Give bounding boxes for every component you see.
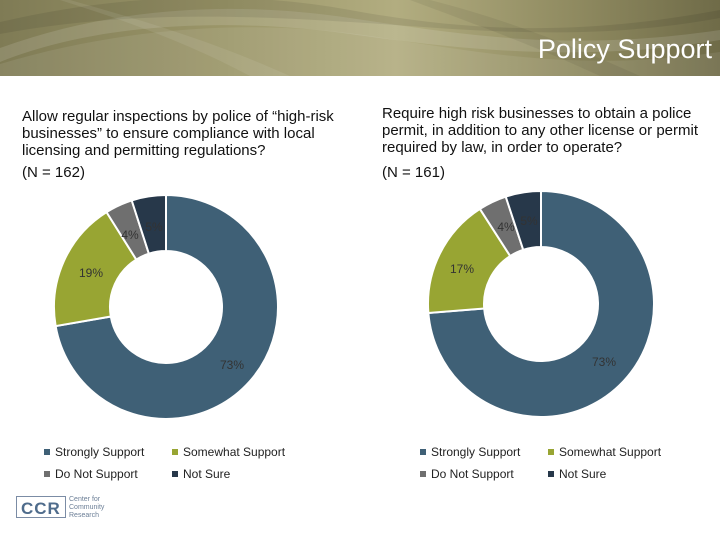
donut-slice-somewhat-support <box>53 210 138 328</box>
legend-item-strongly-support: Strongly Support <box>44 445 144 459</box>
legend-swatch-do-not-support <box>44 471 50 477</box>
data-label-somewhat-support: 17% <box>450 262 474 276</box>
legend-item-not-sure: Not Sure <box>172 467 230 481</box>
donut-slice-not-sure <box>130 193 167 255</box>
data-label-do-not-support: 4% <box>121 228 139 242</box>
donut-slice-not-sure <box>504 189 542 252</box>
data-label-do-not-support: 4% <box>497 220 515 234</box>
legend-label-not-sure: Not Sure <box>559 467 607 481</box>
data-label-strongly-support: 73% <box>220 358 244 372</box>
legend-label-somewhat-support: Somewhat Support <box>183 445 286 459</box>
legend-swatch-strongly-support <box>420 449 426 455</box>
legend-label-not-sure: Not Sure <box>183 467 231 481</box>
data-label-strongly-support: 73% <box>592 355 616 369</box>
ccr-logo-abbr: CCR <box>21 499 61 518</box>
header-texture <box>0 0 720 76</box>
ccr-logo-line-1: Center for <box>69 496 101 503</box>
legend-item-somewhat-support: Somewhat Support <box>548 445 661 459</box>
legend-item-not-sure: Not Sure <box>548 467 606 481</box>
question-2-text: Require high risk businesses to obtain a… <box>382 105 698 156</box>
legend-swatch-somewhat-support <box>548 449 554 455</box>
data-label-somewhat-support: 19% <box>79 266 103 280</box>
legend-swatch-not-sure <box>172 471 178 477</box>
donut-chart-1: 73% 19% 4% 5% <box>53 193 279 420</box>
ccr-logo: CCR Center for Community Research <box>16 494 126 522</box>
legend-swatch-strongly-support <box>44 449 50 455</box>
legend-item-somewhat-support: Somewhat Support <box>172 445 285 459</box>
legend-label-somewhat-support: Somewhat Support <box>559 445 662 459</box>
donut-slice-strongly-support <box>427 189 655 418</box>
question-1-text: Allow regular inspections by police of “… <box>22 108 334 159</box>
legend-item-do-not-support: Do Not Support <box>420 467 514 481</box>
question-1-sample-size: (N = 162) <box>22 164 85 181</box>
ccr-logo-line-3: Research <box>69 512 99 519</box>
legend-swatch-do-not-support <box>420 471 426 477</box>
donut-slice-strongly-support <box>54 193 279 420</box>
donut-chart-2: 73% 17% 4% 5% <box>427 189 655 418</box>
donut-slice-somewhat-support <box>427 207 512 315</box>
question-2-sample-size: (N = 161) <box>382 164 445 181</box>
legend-item-do-not-support: Do Not Support <box>44 467 138 481</box>
ccr-logo-line-2: Community <box>69 504 105 511</box>
legend-label-do-not-support: Do Not Support <box>55 467 138 481</box>
legend-label-strongly-support: Strongly Support <box>431 445 521 459</box>
data-label-not-sure: 5% <box>145 220 163 234</box>
page-title: Policy Support <box>537 34 712 64</box>
legend-item-strongly-support: Strongly Support <box>420 445 520 459</box>
legend-swatch-not-sure <box>548 471 554 477</box>
donut-slice-do-not-support <box>105 199 151 261</box>
legend-label-do-not-support: Do Not Support <box>431 467 514 481</box>
donut-slice-do-not-support <box>478 195 525 258</box>
ccr-logo-name: Center for Community Research <box>69 496 129 520</box>
legend-label-strongly-support: Strongly Support <box>55 445 145 459</box>
ccr-logo-box: CCR <box>16 496 66 518</box>
data-label-not-sure: 5% <box>520 214 538 228</box>
header-banner: Policy Support <box>0 0 720 76</box>
legend-swatch-somewhat-support <box>172 449 178 455</box>
